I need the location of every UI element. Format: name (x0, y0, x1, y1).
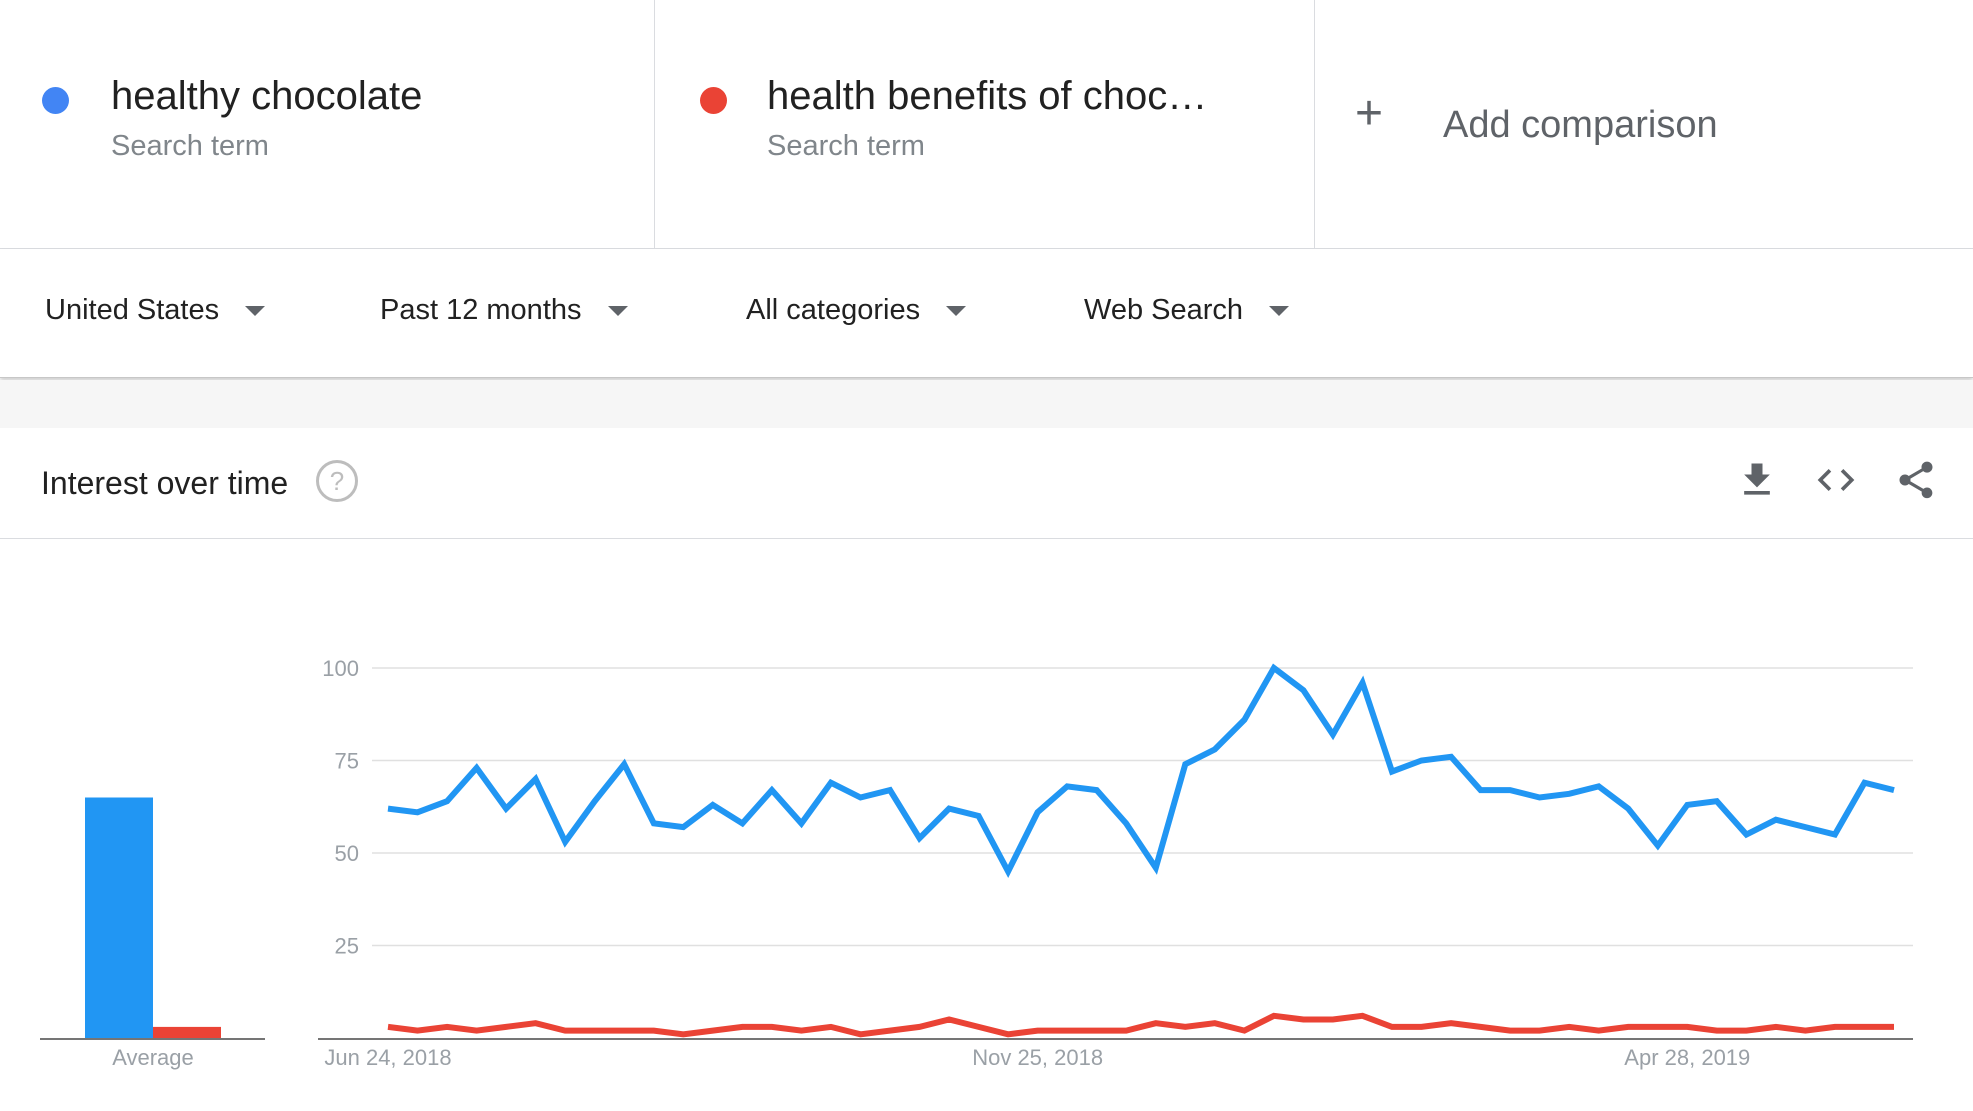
term-color-dot-1 (42, 87, 69, 114)
card-title: Interest over time (41, 465, 289, 501)
term-type-1: Search term (111, 130, 269, 162)
term-name-2[interactable]: health benefits of choc… (767, 74, 1208, 118)
term-name-1[interactable]: healthy chocolate (111, 74, 423, 118)
add-comparison-label: Add comparison (1443, 104, 1718, 146)
interest-over-time-header: Interest over time ? (0, 428, 1973, 539)
chart-gridlines (318, 667, 1913, 1040)
add-comparison-button[interactable]: + Add comparison (1315, 0, 1973, 248)
interest-over-time-chart: Average 25 50 75 100 Jun 24, 2018 Nov 25, 20… (40, 656, 1913, 1070)
average-bar-chart: Average (40, 797, 265, 1070)
series-line-2[interactable] (387, 1012, 1894, 1038)
section-divider (0, 380, 1973, 428)
series-line-1[interactable] (387, 663, 1895, 879)
filter-bar: United States Past 12 months All categor… (0, 249, 1973, 378)
average-bar-2[interactable] (153, 1026, 221, 1038)
y-tick-label: 75 (335, 749, 359, 774)
share-icon[interactable] (1894, 458, 1938, 502)
time-range-filter[interactable]: Past 12 months (380, 294, 628, 327)
region-filter-label: United States (45, 294, 220, 326)
x-axis-labels: Jun 24, 2018 Nov 25, 2018 Apr 28, 2019 (324, 1045, 1750, 1070)
x-tick-label: Jun 24, 2018 (324, 1045, 451, 1070)
x-tick-label: Apr 28, 2019 (1624, 1045, 1750, 1070)
x-tick-label: Nov 25, 2018 (972, 1045, 1103, 1070)
embed-code-icon[interactable] (1814, 458, 1858, 502)
y-tick-label: 100 (322, 656, 359, 681)
term-type-2: Search term (767, 130, 925, 162)
caret-down-icon (946, 305, 967, 316)
chart-series[interactable] (387, 663, 1895, 1038)
caret-down-icon (1269, 305, 1290, 316)
caret-down-icon (607, 305, 628, 316)
region-filter[interactable]: United States (45, 294, 266, 327)
help-icon[interactable]: ? (316, 460, 358, 502)
average-label: Average (112, 1045, 194, 1070)
y-axis-labels: 25 50 75 100 (322, 656, 359, 959)
category-filter-label: All categories (746, 294, 921, 326)
search-term-card-1[interactable]: healthy chocolate Search term (0, 0, 655, 248)
y-tick-label: 50 (335, 841, 359, 866)
category-filter[interactable]: All categories (746, 294, 967, 327)
search-type-filter-label: Web Search (1084, 294, 1244, 326)
average-bar-1[interactable] (85, 797, 153, 1039)
plus-icon: + (1355, 87, 1384, 140)
y-tick-label: 25 (335, 934, 359, 959)
caret-down-icon (245, 305, 266, 316)
download-icon[interactable] (1735, 458, 1779, 502)
search-term-card-2[interactable]: health benefits of choc… Search term (655, 0, 1315, 248)
time-range-filter-label: Past 12 months (380, 294, 582, 326)
comparison-bar: healthy chocolate Search term health ben… (0, 0, 1973, 249)
term-color-dot-2 (700, 87, 727, 114)
search-type-filter[interactable]: Web Search (1084, 294, 1290, 327)
